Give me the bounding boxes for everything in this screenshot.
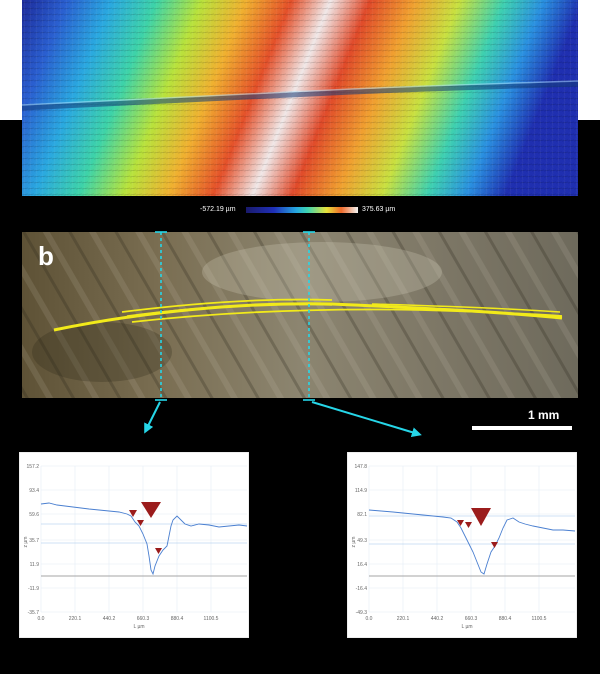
x-tick: 660.3 — [137, 616, 150, 622]
scale-bar — [472, 426, 572, 430]
x-tick: 1100.5 — [204, 616, 219, 622]
y-axis-label: z µm — [351, 537, 357, 548]
profile-section-guides — [155, 231, 315, 401]
section-arrows — [144, 401, 422, 438]
height-map-image — [22, 0, 578, 196]
y-tick: 16.4 — [357, 562, 367, 568]
wear-markers — [457, 508, 498, 548]
color-scale: -572.19 µm 375.63 µm — [200, 204, 400, 216]
color-scale-min: -572.19 µm — [200, 206, 236, 213]
profile-plot-left: 157.2 93.4 59.6 35.7 11.9 -11.9 -35.7 0.… — [19, 452, 249, 638]
bone-surface-photo — [22, 232, 578, 398]
x-tick: 880.4 — [171, 616, 184, 622]
x-tick: 660.3 — [465, 616, 478, 622]
y-axis-label: z µm — [23, 537, 29, 548]
y-tick: -49.3 — [356, 610, 368, 616]
y-tick: 59.6 — [29, 512, 39, 518]
y-tick: 114.9 — [355, 488, 367, 494]
x-tick: 0.0 — [38, 616, 45, 622]
y-tick: -35.7 — [28, 610, 40, 616]
x-axis-label: L µm — [133, 624, 144, 630]
x-tick: 880.4 — [499, 616, 512, 622]
x-axis-label: L µm — [461, 624, 472, 630]
x-tick: 220.1 — [69, 616, 82, 622]
y-tick: 35.7 — [29, 538, 39, 544]
y-tick: 11.9 — [30, 562, 40, 568]
y-tick: 157.2 — [26, 464, 39, 470]
y-tick: 93.4 — [29, 488, 39, 494]
panel-letter: b — [38, 241, 54, 271]
surface-profile-line — [40, 502, 248, 576]
y-tick: -16.4 — [356, 586, 368, 592]
y-tick: 147.8 — [354, 464, 367, 470]
y-tick: -11.9 — [28, 586, 39, 592]
x-tick: 220.1 — [397, 616, 410, 622]
x-tick: 1100.5 — [532, 616, 547, 622]
wear-markers — [129, 502, 162, 554]
y-tick: 82.1 — [357, 512, 367, 518]
y-tick: 49.3 — [357, 538, 367, 544]
profile-plot-right: 147.8 114.9 82.1 49.3 16.4 -16.4 -49.3 0… — [347, 452, 577, 638]
x-tick: 440.2 — [103, 616, 116, 622]
surface-profile-line — [368, 509, 576, 575]
scale-bar-label: 1 mm — [528, 408, 560, 422]
x-tick: 440.2 — [431, 616, 444, 622]
color-scale-max: 375.63 µm — [362, 206, 396, 213]
color-scale-bar — [246, 207, 358, 213]
x-tick: 0.0 — [366, 616, 373, 622]
